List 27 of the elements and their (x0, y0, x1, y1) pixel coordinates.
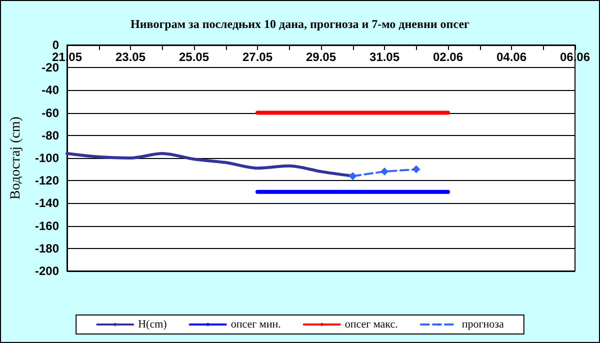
legend-label: опсег мин. (230, 318, 282, 330)
chart-title: Нивограм за последњих 10 дана, прогноза и 7-мо дневни опсег (130, 17, 470, 31)
legend-label: опсег макс. (344, 318, 398, 330)
y-tick-label: -100 (34, 151, 60, 165)
y-tick-label: 0 (52, 38, 60, 52)
point (380, 168, 388, 176)
y-tick-label: -40 (42, 83, 60, 98)
legend-label: прогноза (462, 318, 504, 330)
point (412, 165, 420, 174)
y-tick-label: -80 (42, 128, 60, 142)
y-tick-label: -60 (42, 106, 60, 120)
x-tick-label: 27.05 (242, 50, 273, 64)
x-tick-label: 31.05 (369, 50, 400, 64)
y-tick-label: -120 (34, 174, 60, 188)
y-tick-label: -160 (34, 218, 60, 233)
y-tick-label: -20 (42, 60, 60, 75)
x-tick-label: 29.05 (306, 50, 336, 64)
y-tick-label: -180 (34, 241, 60, 256)
y-axis-title: Водостај (cm) (8, 116, 24, 200)
point (348, 172, 357, 180)
x-tick-label: 04.06 (496, 50, 527, 64)
x-tick-label: 23.05 (115, 50, 146, 64)
legend-label: H(cm) (138, 318, 168, 330)
x-tick-label: 25.05 (178, 50, 210, 64)
x-tick-label: 02.06 (432, 50, 464, 64)
y-tick-label: -140 (34, 196, 60, 210)
y-tick-label: -200 (34, 264, 60, 278)
